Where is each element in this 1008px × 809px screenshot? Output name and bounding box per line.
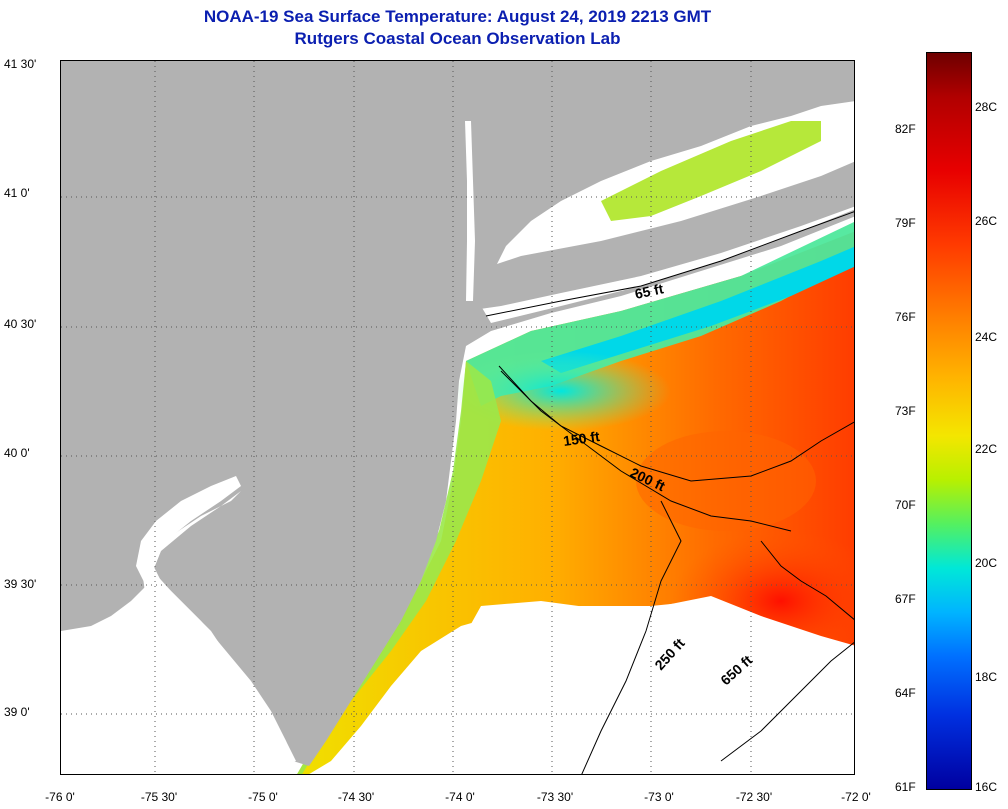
lon-label-73-30: -73 30' <box>536 790 574 804</box>
temperature-colorbar <box>926 52 972 790</box>
lat-label-41-00: 41 0' <box>4 186 30 200</box>
colorbar-label-73f: 73F <box>895 404 916 418</box>
land-mass <box>61 61 854 766</box>
contour-200ft <box>500 370 792 532</box>
colorbar-label-67f: 67F <box>895 592 916 606</box>
sst-cyan-core <box>541 246 854 373</box>
contour-150ft <box>498 365 854 482</box>
delaware-bay <box>141 491 296 766</box>
lon-label-72-30: -72 30' <box>735 790 773 804</box>
lon-label-76-00: -76 0' <box>45 790 75 804</box>
sst-li-sound <box>601 121 821 221</box>
colorbar-label-79f: 79F <box>895 216 916 230</box>
graticule <box>61 61 854 774</box>
lon-label-75-30: -75 30' <box>140 790 178 804</box>
sst-map-canvas: 65 ft 150 ft 200 ft 250 ft 650 ft <box>61 61 854 774</box>
lon-label-73-00: -73 0' <box>644 790 674 804</box>
contour-250ft <box>581 500 682 774</box>
bathymetry-contours <box>485 211 854 774</box>
contour-650ft <box>720 540 854 762</box>
lon-label-72-00: -72 0' <box>841 790 871 804</box>
colorbar-label-18c: 18C <box>975 670 998 684</box>
colorbar-label-70f: 70F <box>895 498 916 512</box>
colorbar-label-22c: 22C <box>975 442 998 456</box>
map-subtitle: Rutgers Coastal Ocean Observation Lab <box>294 29 621 48</box>
sst-field-base <box>297 231 854 774</box>
colorbar-label-16c: 16C <box>975 780 998 794</box>
colorbar-label-28c: 28C <box>975 100 998 114</box>
lat-label-39-30: 39 30' <box>4 577 37 591</box>
colorbar-label-82f: 82F <box>895 122 916 136</box>
long-island <box>461 161 854 311</box>
sst-map: 65 ft 150 ft 200 ft 250 ft 650 ft <box>60 60 855 775</box>
sst-coastal-strip <box>297 361 501 774</box>
lat-label-39-00: 39 0' <box>4 705 30 719</box>
colorbar-label-64f: 64F <box>895 686 916 700</box>
colorbar-label-61f: 61F <box>895 780 916 794</box>
contour-label-65ft: 65 ft <box>633 280 665 302</box>
sst-cool-zone <box>451 351 671 431</box>
map-title: NOAA-19 Sea Surface Temperature: August … <box>203 7 712 26</box>
contour-65ft <box>485 211 854 317</box>
colorbar-label-20c: 20C <box>975 556 998 570</box>
no-data-bottom <box>342 596 854 774</box>
colorbar-label-76f: 76F <box>895 310 916 324</box>
lat-label-40-30: 40 30' <box>4 317 37 331</box>
hudson-river <box>465 121 475 301</box>
lat-label-40-00: 40 0' <box>4 446 30 460</box>
lon-label-74-30: -74 30' <box>337 790 375 804</box>
colorbar-label-26c: 26C <box>975 214 998 228</box>
lat-label-41-30: 41 30' <box>4 57 37 71</box>
lon-label-74-00: -74 0' <box>445 790 475 804</box>
contour-label-150ft: 150 ft <box>562 428 601 449</box>
lon-label-75-00: -75 0' <box>248 790 278 804</box>
colorbar-label-24c: 24C <box>975 330 998 344</box>
